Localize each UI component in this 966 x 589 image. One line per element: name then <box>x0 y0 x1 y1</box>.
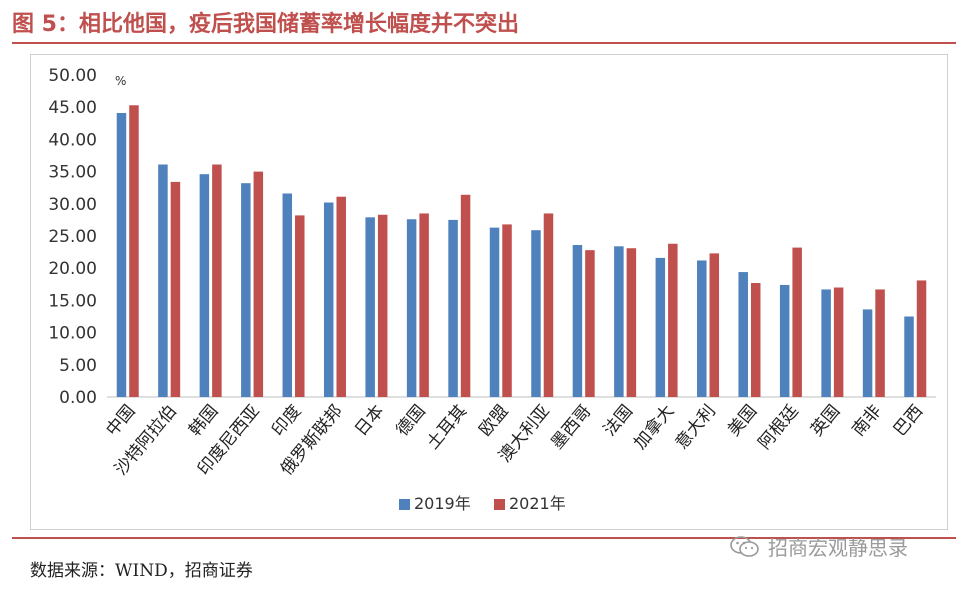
page-title: 图 5：相比他国，疫后我国储蓄率增长幅度并不突出 <box>12 12 519 37</box>
bar <box>572 245 583 397</box>
bar <box>170 181 181 397</box>
bar <box>295 215 305 397</box>
bar <box>365 217 375 397</box>
bar <box>212 164 222 397</box>
x-tick-label: 巴西 <box>890 401 927 440</box>
bar <box>833 287 844 397</box>
title-divider <box>12 42 956 44</box>
y-tick-label: 5.00 <box>59 356 97 376</box>
bar <box>904 316 914 397</box>
y-tick-label: 35.00 <box>48 163 97 183</box>
savings-rate-bar-chart: 0.00 5.00 10.00 15.00 20.00 25.00 30.00 35.00 40… <box>48 66 936 513</box>
x-tick-label: 墨西哥 <box>547 401 595 453</box>
x-tick-label: 阿根廷 <box>755 401 803 453</box>
legend-swatch <box>399 499 410 510</box>
bar <box>750 283 761 397</box>
bar <box>792 247 802 397</box>
bar <box>614 246 624 397</box>
bar <box>448 219 458 397</box>
x-tick-label: 法国 <box>600 401 637 440</box>
y-unit-label: % <box>115 74 126 88</box>
x-tick-label: 意大利 <box>672 401 720 453</box>
x-tick-label: 印度 <box>268 401 305 440</box>
bar <box>668 243 678 397</box>
bar <box>419 213 429 397</box>
y-tick-label: 20.00 <box>48 259 97 279</box>
bar <box>406 219 417 397</box>
bar <box>336 196 346 397</box>
x-tick-label: 中国 <box>102 401 139 440</box>
source-note: 数据来源：WIND，招商证券 <box>30 561 253 581</box>
bar <box>916 280 927 397</box>
bar <box>116 112 127 397</box>
bar <box>253 171 264 397</box>
y-tick-label: 40.00 <box>48 130 97 150</box>
bar <box>323 202 334 397</box>
legend-label: 2019年 <box>414 494 471 513</box>
y-tick-label: 30.00 <box>48 195 97 215</box>
footer-divider <box>12 537 956 539</box>
bar <box>489 227 500 397</box>
bar <box>875 289 885 397</box>
y-tick-label: 45.00 <box>48 98 97 118</box>
x-tick-label: 美国 <box>724 401 761 440</box>
bar <box>460 194 471 397</box>
bar <box>585 250 595 397</box>
bar <box>821 289 831 397</box>
x-tick-label: 韩国 <box>185 401 222 440</box>
bar <box>129 105 139 397</box>
bar <box>531 230 541 397</box>
x-tick-label: 欧盟 <box>475 401 512 440</box>
x-tick-label: 土耳其 <box>423 401 471 453</box>
legend-label: 2021年 <box>509 494 566 513</box>
y-tick-label: 25.00 <box>48 227 97 247</box>
bar <box>502 224 512 397</box>
legend-swatch <box>494 499 505 510</box>
bar <box>697 260 707 397</box>
bar <box>241 183 251 397</box>
bar <box>199 174 210 397</box>
bar <box>655 257 666 397</box>
watermark: 招商宏观静思录 <box>730 532 908 561</box>
watermark-text: 招商宏观静思录 <box>768 536 908 560</box>
x-tick-label: 加拿大 <box>630 401 679 454</box>
bar <box>282 193 293 397</box>
bar <box>862 309 873 397</box>
bar <box>377 214 388 397</box>
bar <box>158 164 168 397</box>
bar <box>543 213 554 397</box>
y-tick-label: 0.00 <box>59 388 97 408</box>
x-tick-label: 南非 <box>848 401 885 440</box>
bar <box>779 284 790 397</box>
chart-frame: 0.00 5.00 10.00 15.00 20.00 25.00 30.00 35.00 40… <box>30 54 948 530</box>
bar <box>709 253 720 397</box>
bar <box>738 272 748 397</box>
wechat-icon <box>730 535 759 557</box>
x-tick-label: 英国 <box>807 401 844 440</box>
y-tick-label: 50.00 <box>48 66 97 86</box>
x-tick-label: 日本 <box>351 401 388 440</box>
x-tick-label: 德国 <box>393 401 430 440</box>
y-tick-label: 10.00 <box>48 324 97 344</box>
y-tick-label: 15.00 <box>48 291 97 311</box>
bar <box>626 248 637 397</box>
